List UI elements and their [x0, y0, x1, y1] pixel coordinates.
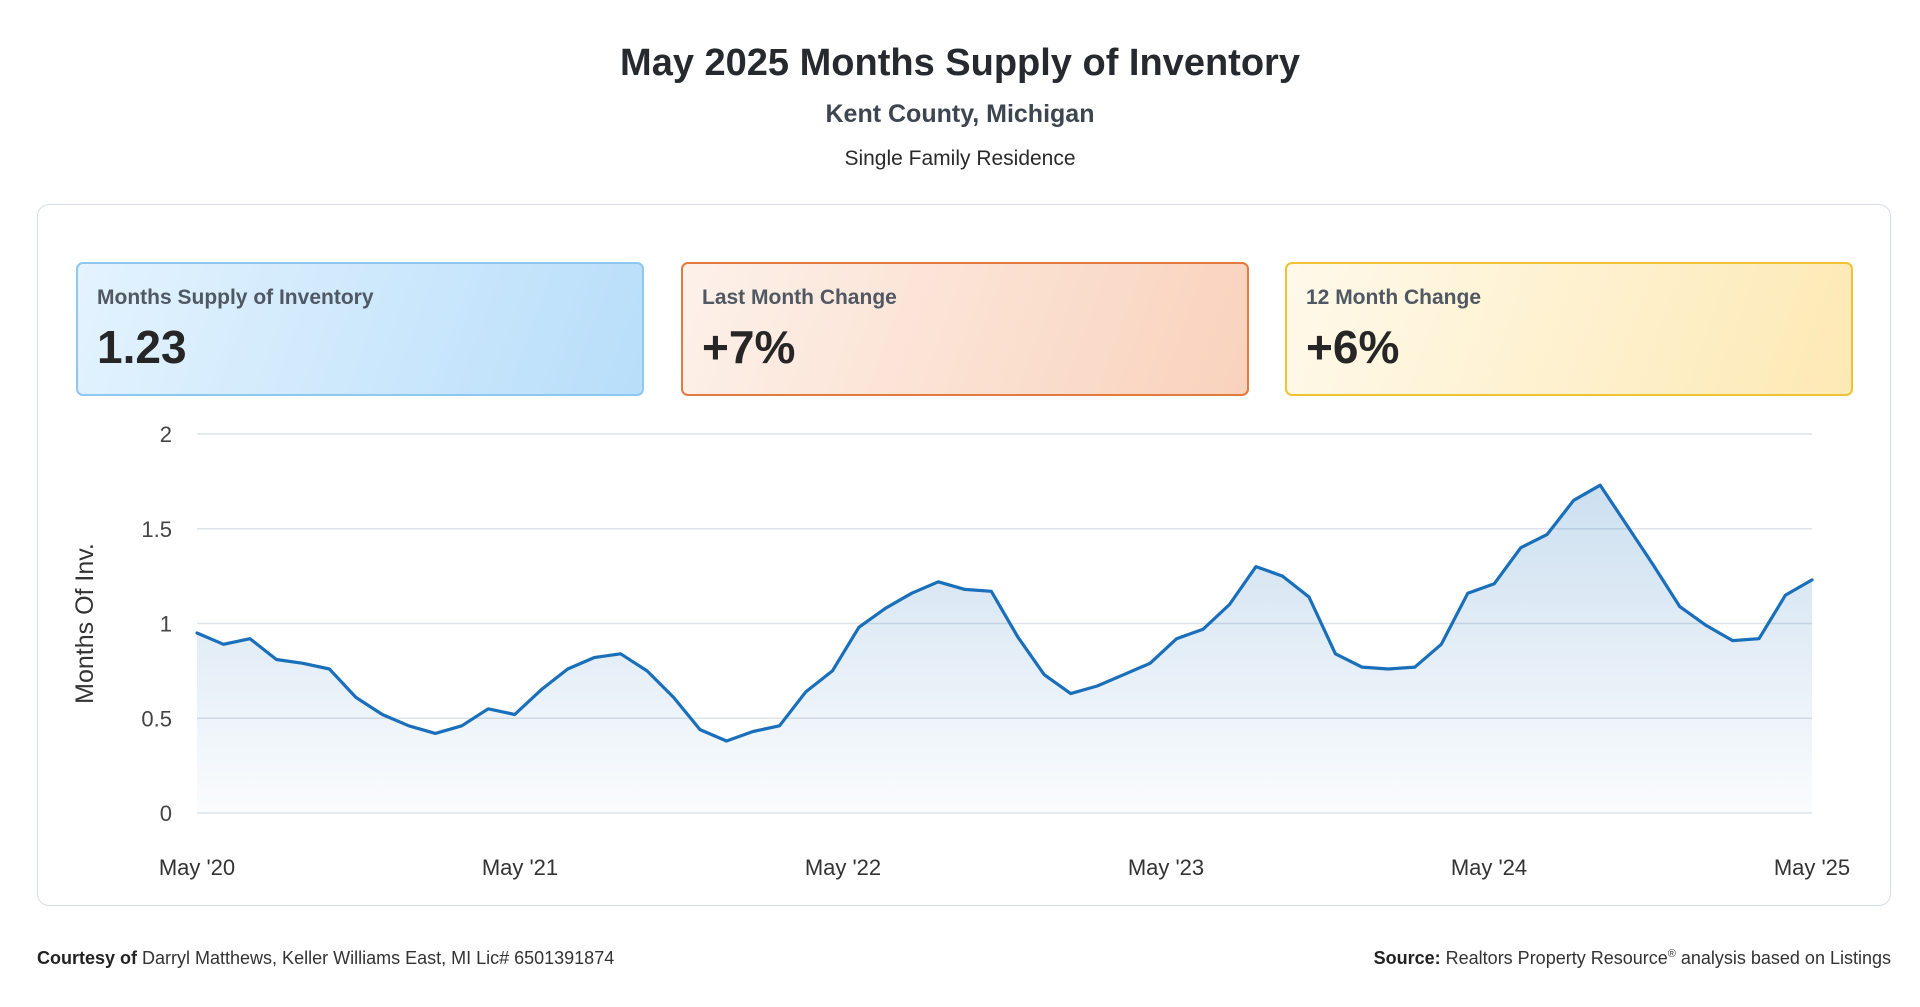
y-axis-label: Months Of Inv.	[71, 543, 99, 704]
data-point	[1387, 667, 1390, 670]
data-point	[196, 631, 199, 634]
courtesy-label: Courtesy of	[37, 948, 138, 968]
data-point	[1043, 673, 1046, 676]
data-point	[1228, 603, 1231, 606]
y-tick-label: 1.5	[141, 517, 172, 542]
months-supply-value: 1.23	[97, 321, 187, 373]
data-point	[1281, 575, 1284, 578]
data-point	[354, 696, 357, 699]
source-text-suffix: analysis based on Listings	[1675, 948, 1891, 968]
data-point	[593, 656, 596, 659]
data-point	[672, 696, 675, 699]
y-tick-label: 0.5	[141, 706, 172, 731]
data-point	[248, 637, 251, 640]
courtesy-text: Darryl Matthews, Keller Williams East, M…	[142, 948, 615, 968]
data-point	[1016, 635, 1019, 638]
last-month-change-card: Last Month Change +7%	[681, 262, 1249, 396]
months-supply-card: Months Supply of Inventory 1.23	[76, 262, 644, 396]
data-point	[725, 739, 728, 742]
x-tick-label: May '21	[482, 855, 558, 880]
data-point	[1705, 624, 1708, 627]
location-subtitle: Kent County, Michigan	[825, 100, 1095, 128]
source-label: Source:	[1373, 948, 1441, 968]
months-supply-chart: 0 0.5 1 1.5 2 May '20 May '21 May '22 May '23 May…	[71, 422, 1850, 880]
data-point	[1255, 565, 1258, 568]
data-point	[1440, 643, 1443, 646]
data-point	[937, 580, 940, 583]
data-point	[1466, 592, 1469, 595]
data-point	[407, 724, 410, 727]
y-tick-label: 1	[160, 612, 172, 637]
y-tick-label: 2	[160, 422, 172, 447]
chart-panel: Months Supply of Inventory 1.23 Last Mon…	[37, 204, 1891, 906]
data-point	[1413, 666, 1416, 669]
twelve-month-change-value: +6%	[1306, 321, 1400, 373]
data-point	[540, 688, 543, 691]
data-point	[222, 643, 225, 646]
data-point	[804, 690, 807, 693]
y-tick-label: 0	[160, 801, 172, 826]
data-point	[910, 592, 913, 595]
data-point	[513, 713, 516, 716]
data-point	[751, 730, 754, 733]
twelve-month-change-label: 12 Month Change	[1306, 286, 1482, 309]
data-point	[381, 713, 384, 716]
data-point	[301, 662, 304, 665]
data-point	[1493, 582, 1496, 585]
data-point	[1122, 673, 1125, 676]
data-point	[1572, 499, 1575, 502]
x-tick-label: May '24	[1451, 855, 1527, 880]
x-tick-label: May '23	[1128, 855, 1204, 880]
data-point	[857, 626, 860, 629]
data-point	[1625, 523, 1628, 526]
data-point	[1202, 628, 1205, 631]
page-title: May 2025 Months Supply of Inventory	[620, 42, 1300, 84]
data-point	[1731, 639, 1734, 642]
source-footer: Source: Realtors Property Resource® anal…	[1374, 948, 1891, 969]
x-tick-label: May '22	[805, 855, 881, 880]
data-point	[884, 607, 887, 610]
property-type-subtitle: Single Family Residence	[844, 147, 1076, 170]
data-point	[778, 724, 781, 727]
data-point	[1811, 578, 1814, 581]
data-point	[1069, 692, 1072, 695]
data-point	[619, 652, 622, 655]
twelve-month-change-card: 12 Month Change +6%	[1285, 262, 1853, 396]
last-month-change-value: +7%	[702, 321, 796, 373]
data-point	[566, 667, 569, 670]
x-tick-label: May '25	[1774, 855, 1850, 880]
data-point	[1758, 637, 1761, 640]
data-point	[1784, 594, 1787, 597]
series-line	[195, 483, 1814, 743]
data-point	[1652, 563, 1655, 566]
data-point	[1546, 533, 1549, 536]
data-point	[990, 590, 993, 593]
x-tick-label: May '20	[159, 855, 235, 880]
data-point	[1096, 685, 1099, 688]
data-point	[699, 728, 702, 731]
series-area	[197, 485, 1812, 813]
data-point	[1678, 605, 1681, 608]
data-point	[275, 658, 278, 661]
data-point	[1149, 662, 1152, 665]
data-point	[1519, 546, 1522, 549]
data-point	[1360, 666, 1363, 669]
registered-mark: ®	[1667, 948, 1676, 960]
data-point	[963, 588, 966, 591]
months-supply-label: Months Supply of Inventory	[97, 286, 374, 309]
data-point	[487, 707, 490, 710]
data-point	[328, 667, 331, 670]
data-point	[460, 724, 463, 727]
data-point	[831, 669, 834, 672]
data-point	[1334, 652, 1337, 655]
courtesy-footer: Courtesy of Darryl Matthews, Keller Will…	[37, 948, 614, 969]
data-point	[1307, 595, 1310, 598]
data-point	[1599, 484, 1602, 487]
data-point	[646, 669, 649, 672]
last-month-change-label: Last Month Change	[702, 286, 897, 309]
source-text: Realtors Property Resource	[1445, 948, 1668, 968]
data-point	[434, 732, 437, 735]
data-point	[1175, 637, 1178, 640]
